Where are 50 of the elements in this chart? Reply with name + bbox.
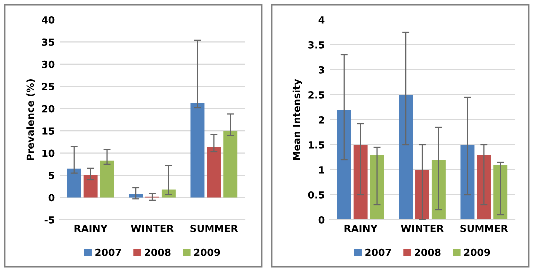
bar — [207, 148, 222, 198]
bar — [432, 160, 446, 220]
y-tick-label: 0 — [48, 194, 55, 202]
x-tick-label: SUMMER — [190, 225, 238, 232]
bar — [460, 145, 475, 220]
bar — [494, 165, 508, 220]
bar — [190, 103, 205, 198]
y-tick-label: 40 — [42, 16, 55, 24]
x-tick-label: RAINY — [74, 225, 108, 232]
y-axis-title: Prevalence (%) — [26, 80, 36, 160]
y-tick-label: 5 — [49, 172, 54, 180]
bar — [84, 175, 98, 198]
y-tick-label: 1.5 — [309, 142, 324, 149]
legend-label: 2008 — [415, 248, 441, 256]
bar — [337, 110, 352, 220]
bar — [100, 160, 114, 198]
bar — [370, 155, 384, 220]
y-tick-label: 3.5 — [308, 41, 324, 49]
x-tick-label: RAINY — [344, 225, 378, 232]
bar — [354, 145, 368, 220]
legend-label: 2008 — [145, 248, 171, 256]
y-tick-label: -5 — [44, 216, 54, 224]
bar — [162, 190, 176, 198]
legend-label: 2009 — [464, 248, 490, 256]
y-tick-label: 15 — [42, 128, 54, 135]
legend-label: 2009 — [194, 248, 220, 256]
x-tick-label: SUMMER — [460, 225, 508, 232]
y-tick-label: 30 — [42, 60, 55, 68]
x-tick-label: WINTER — [401, 225, 444, 232]
bar — [224, 132, 238, 198]
y-tick-label: 2.5 — [308, 91, 324, 99]
y-tick-label: 25 — [42, 83, 54, 90]
y-tick-label: 2 — [319, 116, 324, 124]
y-tick-label: 0 — [318, 216, 325, 224]
y-tick-label: 20 — [42, 105, 55, 113]
bar — [67, 168, 82, 198]
y-tick-label: 10 — [42, 150, 55, 158]
y-tick-label: 3 — [319, 66, 324, 74]
y-tick-label: 1 — [319, 166, 324, 174]
bar — [477, 155, 492, 220]
bar — [416, 170, 430, 220]
bar — [129, 194, 144, 198]
y-tick-label: 0.5 — [308, 191, 324, 199]
y-axis-title: Mean Intensity — [292, 79, 302, 160]
x-tick-label: WINTER — [131, 225, 174, 232]
legend-label: 2007 — [366, 248, 392, 256]
legend-label: 2007 — [96, 248, 122, 256]
y-tick-label: 4 — [318, 16, 325, 24]
y-tick-label: 35 — [42, 38, 54, 46]
bar — [399, 95, 414, 220]
